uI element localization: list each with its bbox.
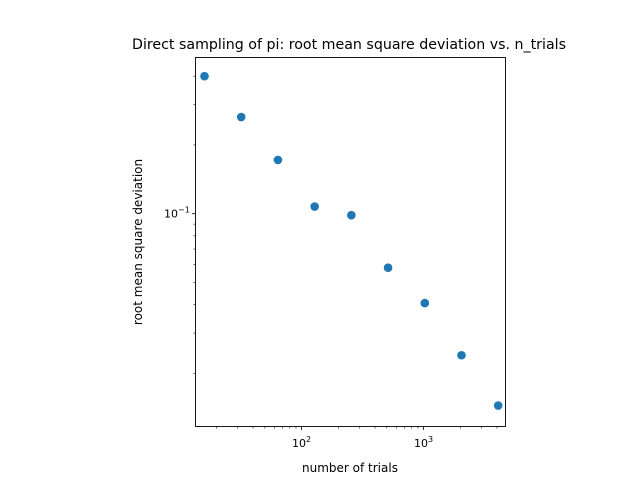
data-point <box>383 263 393 273</box>
axes-frame <box>195 57 506 427</box>
y-axis-label: root mean square deviation <box>131 159 145 325</box>
x-axis-label: number of trials <box>302 461 398 475</box>
chart-title: Direct sampling of pi: root mean square … <box>132 37 566 53</box>
data-point <box>310 202 319 211</box>
data-point <box>236 112 246 122</box>
data-point <box>493 401 503 410</box>
data-point <box>347 210 356 220</box>
data-point <box>273 155 283 165</box>
data-points <box>200 71 503 410</box>
data-point <box>420 298 430 308</box>
data-point <box>200 71 209 81</box>
data-point <box>457 350 466 360</box>
